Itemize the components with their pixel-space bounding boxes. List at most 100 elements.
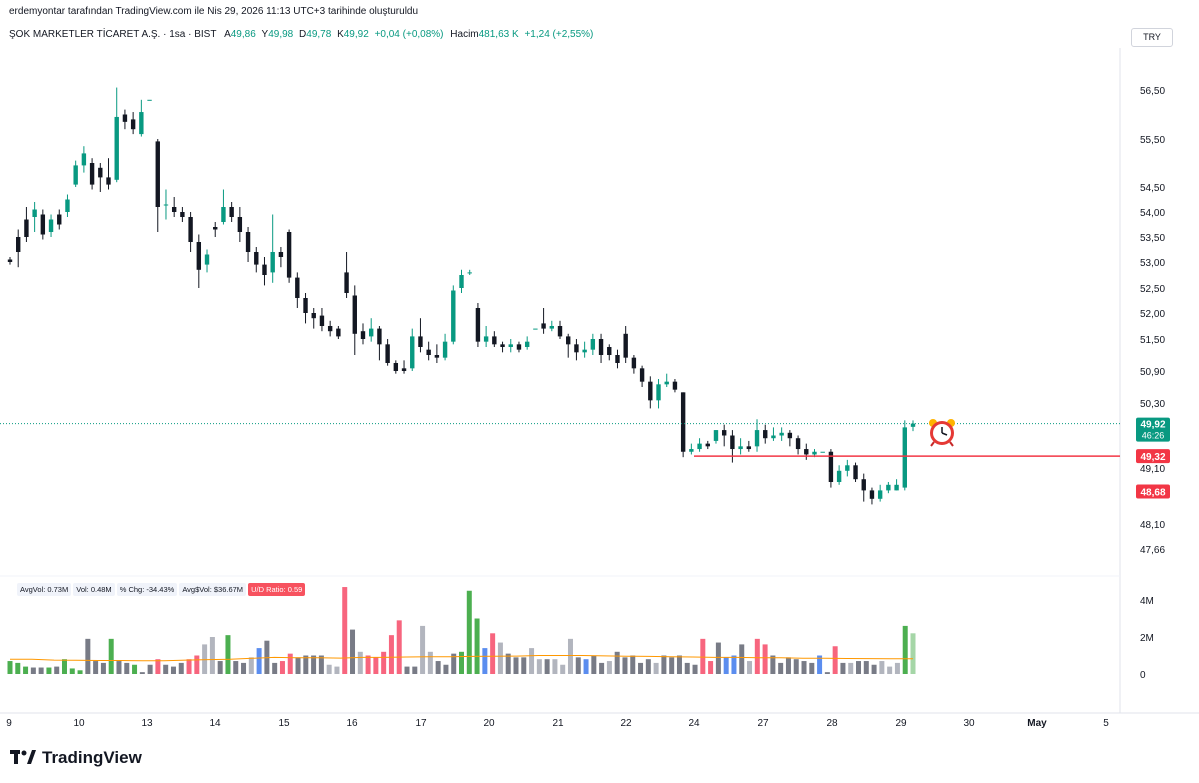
support-price-label: 49,32 [1140, 452, 1165, 463]
candle-body [311, 313, 316, 319]
candle-body [902, 427, 907, 488]
candle-body [114, 116, 119, 180]
volume-bar [840, 662, 846, 674]
candle-body [812, 451, 817, 455]
candle-body [648, 381, 653, 401]
candle-body [286, 232, 292, 278]
time-label: 21 [552, 718, 564, 729]
candle-body [820, 451, 825, 453]
volume-tick-label: 0 [1140, 670, 1146, 681]
candle-body [754, 430, 760, 447]
chart-credit: erdemyontar tarafından TradingView.com i… [9, 6, 419, 17]
candle-body [492, 336, 497, 345]
candle-body [254, 252, 259, 265]
high-label: Y [261, 29, 269, 40]
volume-tick-label: 2M [1140, 633, 1154, 644]
volume-bar [785, 657, 791, 674]
volume-bar [661, 655, 667, 674]
candle-body [459, 275, 464, 288]
candle-body [524, 341, 530, 347]
candle-body [574, 344, 579, 353]
volume-bar [676, 655, 682, 674]
volume-bar [715, 642, 721, 674]
volume-bar [863, 661, 869, 674]
volume-bar [762, 644, 768, 674]
volume-bar [638, 662, 644, 674]
volume-bar [824, 672, 830, 674]
volume-bar [848, 662, 854, 674]
candle-body [245, 232, 251, 252]
candle-body [418, 336, 423, 347]
candle-body [721, 430, 727, 436]
candle-body [557, 326, 563, 337]
volume-bar [443, 664, 449, 674]
candle-body [590, 339, 596, 350]
price-tick-label: 50,90 [1140, 367, 1165, 378]
candle-body [89, 163, 95, 185]
volume-bar [61, 659, 67, 674]
symbol-name[interactable]: ŞOK MARKETLER TİCARET A.Ş. · 1sa · BIST [9, 29, 217, 40]
candle-body [804, 449, 809, 455]
volume-bar [23, 666, 29, 674]
candle-body [672, 381, 678, 390]
candle-body [598, 339, 604, 355]
volume-bar [357, 651, 363, 674]
volume-bar [295, 657, 301, 674]
volume-label: Hacim [450, 29, 479, 40]
volume-bar [700, 638, 706, 674]
price-tick-label: 53,50 [1140, 233, 1165, 244]
volume-bar [256, 648, 262, 674]
volume-bar [684, 662, 690, 674]
volume-bar [147, 664, 153, 674]
volume-bar [248, 657, 254, 674]
volume-bar [451, 653, 457, 674]
volume-bar [132, 664, 138, 674]
candle-body [81, 153, 87, 166]
candle-body [877, 490, 883, 499]
volume-bar [116, 661, 122, 674]
volume-bar [124, 662, 130, 674]
candle-body [541, 323, 546, 329]
candle-body [303, 298, 308, 313]
volume-bar [7, 661, 13, 674]
volume-bar [38, 667, 44, 674]
volume-bar [287, 653, 293, 674]
candle-body [483, 336, 489, 342]
countdown-label: 46:26 [1142, 431, 1165, 441]
volume-bar [15, 662, 21, 674]
candle-body [213, 227, 218, 230]
volume-bar [108, 638, 114, 674]
candle-body [549, 326, 554, 329]
currency-button[interactable]: TRY [1131, 28, 1173, 47]
candle-body [508, 344, 513, 347]
time-label: 30 [963, 718, 975, 729]
volume-bar [575, 657, 581, 674]
candle-body [451, 290, 456, 342]
candle-body [352, 295, 357, 334]
volume-bar [583, 659, 589, 674]
volume-bar [427, 651, 433, 674]
price-tick-label: 50,30 [1140, 399, 1165, 410]
avg-dollar-chip: Avg$Vol: $36.67M [179, 583, 247, 596]
candle-body [886, 484, 891, 491]
volume-bar [388, 635, 394, 674]
volume-bar [894, 662, 900, 674]
volume-bar [692, 664, 698, 674]
volume-bar [856, 661, 862, 674]
tradingview-logo[interactable]: TradingView [10, 748, 142, 768]
volume-bar [225, 635, 231, 674]
volume-bar [373, 657, 379, 674]
volume-bar [708, 661, 714, 674]
candle-body [163, 204, 169, 206]
candle-body [779, 432, 784, 436]
open-label: A [224, 29, 231, 40]
candle-body [869, 490, 875, 499]
candle-body [533, 328, 538, 330]
tradingview-logo-icon [10, 750, 36, 764]
volume-bar [879, 661, 885, 674]
time-label: 24 [688, 718, 700, 729]
volume-bar [435, 661, 441, 674]
time-label: 13 [141, 718, 153, 729]
volume-bar [178, 662, 184, 674]
